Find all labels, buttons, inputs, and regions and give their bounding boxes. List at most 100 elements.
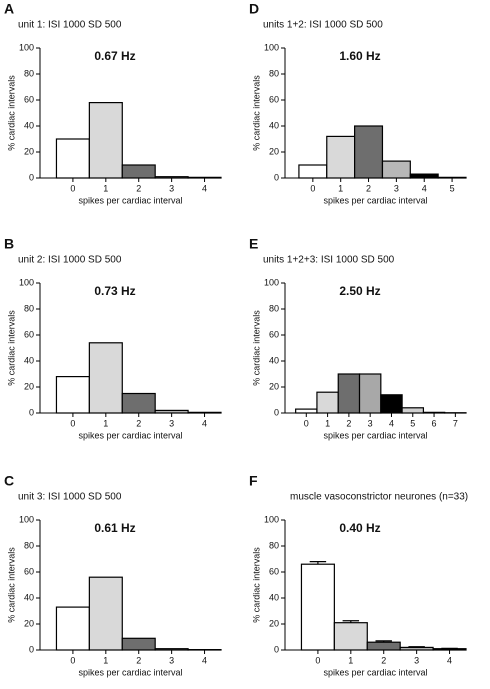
y-axis-label: % cardiac intervals xyxy=(6,310,16,386)
y-axis-label: % cardiac intervals xyxy=(6,547,16,623)
y-tick-label: 0 xyxy=(29,172,34,182)
y-tick-label: 0 xyxy=(274,172,279,182)
x-tick-label: 2 xyxy=(346,418,351,428)
panel-letter: F xyxy=(249,473,258,489)
x-tick-label: 3 xyxy=(169,418,174,428)
y-tick-label: 60 xyxy=(269,94,279,104)
y-tick-label: 20 xyxy=(269,381,279,391)
y-tick-label: 100 xyxy=(264,277,279,287)
y-tick-label: 40 xyxy=(24,355,34,365)
y-tick-label: 0 xyxy=(274,407,279,417)
bar xyxy=(380,394,403,414)
y-axis-label: % cardiac intervals xyxy=(251,547,261,623)
y-axis-label: % cardiac intervals xyxy=(251,310,261,386)
annotation: 0.61 Hz xyxy=(94,521,135,535)
y-tick-label: 60 xyxy=(269,329,279,339)
y-tick-label: 20 xyxy=(269,146,279,156)
bar xyxy=(187,176,222,179)
x-axis-label: spikes per cardiac interval xyxy=(323,667,427,677)
panel-letter: B xyxy=(4,236,14,252)
bar xyxy=(121,637,156,651)
x-tick-label: 1 xyxy=(348,655,353,665)
bar xyxy=(298,164,328,179)
x-tick-label: 1 xyxy=(325,418,330,428)
bar xyxy=(337,373,361,414)
x-tick-label: 4 xyxy=(202,418,207,428)
x-tick-label: 5 xyxy=(410,418,415,428)
y-tick-label: 40 xyxy=(24,592,34,602)
x-tick-label: 3 xyxy=(394,183,399,193)
x-tick-label: 3 xyxy=(414,655,419,665)
x-tick-label: 0 xyxy=(70,183,75,193)
y-tick-label: 40 xyxy=(269,355,279,365)
bar xyxy=(333,622,368,651)
y-tick-label: 20 xyxy=(24,381,34,391)
bar xyxy=(358,373,382,414)
y-tick-label: 100 xyxy=(19,277,34,287)
x-tick-label: 3 xyxy=(169,183,174,193)
bar xyxy=(154,409,189,414)
bar xyxy=(187,411,222,414)
panel-letter: A xyxy=(4,1,14,17)
x-tick-label: 4 xyxy=(202,655,207,665)
error-bar xyxy=(342,620,360,623)
panel-letter: C xyxy=(4,473,14,489)
x-axis-label: spikes per cardiac interval xyxy=(78,430,182,440)
bar xyxy=(366,641,401,651)
y-tick-label: 100 xyxy=(264,514,279,524)
y-tick-label: 80 xyxy=(24,68,34,78)
y-tick-label: 20 xyxy=(24,618,34,628)
y-axis-label: % cardiac intervals xyxy=(6,75,16,151)
x-tick-label: 3 xyxy=(169,655,174,665)
panel-title: unit 1: ISI 1000 SD 500 xyxy=(18,20,122,31)
error-bar xyxy=(309,560,327,565)
y-tick-label: 0 xyxy=(274,644,279,654)
y-tick-label: 60 xyxy=(24,566,34,576)
y-tick-label: 40 xyxy=(24,120,34,130)
x-tick-label: 2 xyxy=(136,655,141,665)
panel-title: units 1+2: ISI 1000 SD 500 xyxy=(263,20,383,31)
bar xyxy=(401,407,425,414)
error-bar xyxy=(408,646,425,648)
x-tick-label: 4 xyxy=(422,183,427,193)
bar xyxy=(409,173,439,179)
x-tick-label: 2 xyxy=(136,418,141,428)
bar xyxy=(354,125,384,179)
x-tick-label: 1 xyxy=(103,418,108,428)
y-tick-label: 60 xyxy=(269,566,279,576)
bar xyxy=(55,376,90,414)
x-tick-label: 2 xyxy=(381,655,386,665)
y-tick-label: 100 xyxy=(19,514,34,524)
x-tick-label: 0 xyxy=(304,418,309,428)
y-tick-label: 100 xyxy=(19,42,34,52)
x-axis-label: spikes per cardiac interval xyxy=(78,667,182,677)
y-tick-label: 80 xyxy=(24,540,34,550)
y-tick-label: 0 xyxy=(29,644,34,654)
bar xyxy=(88,101,123,179)
panel-title: muscle vasoconstrictor neurones (n=33) xyxy=(290,492,468,503)
bar xyxy=(88,576,123,651)
x-tick-label: 0 xyxy=(315,655,320,665)
x-tick-label: 1 xyxy=(103,183,108,193)
y-tick-label: 60 xyxy=(24,329,34,339)
y-tick-label: 0 xyxy=(29,407,34,417)
y-tick-label: 100 xyxy=(264,42,279,52)
x-axis-label: spikes per cardiac interval xyxy=(323,430,427,440)
x-tick-label: 5 xyxy=(450,183,455,193)
panel-letter: D xyxy=(249,1,259,17)
panel-letter: E xyxy=(249,236,258,252)
x-tick-label: 4 xyxy=(202,183,207,193)
panel-title: units 1+2+3: ISI 1000 SD 500 xyxy=(263,255,395,266)
y-tick-label: 20 xyxy=(269,618,279,628)
bar xyxy=(88,342,123,414)
x-tick-label: 2 xyxy=(136,183,141,193)
x-tick-label: 4 xyxy=(447,655,452,665)
bar xyxy=(399,646,434,651)
annotation: 0.73 Hz xyxy=(94,284,135,298)
